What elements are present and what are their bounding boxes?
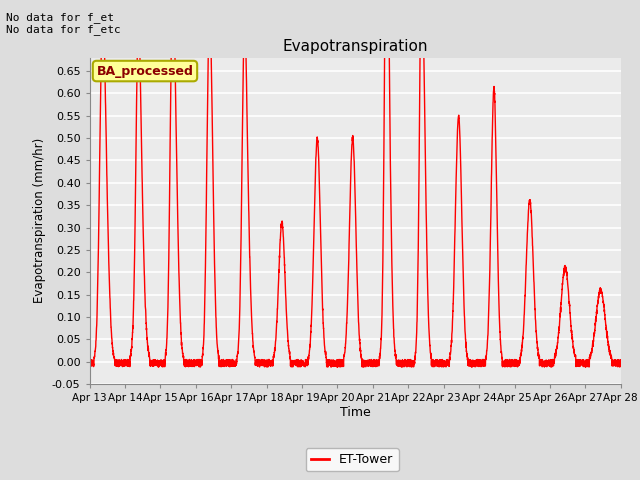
Title: Evapotranspiration: Evapotranspiration: [282, 39, 428, 54]
Y-axis label: Evapotranspiration (mm/hr): Evapotranspiration (mm/hr): [33, 138, 46, 303]
Text: BA_processed: BA_processed: [97, 64, 193, 78]
X-axis label: Time: Time: [340, 406, 371, 419]
Text: No data for f_et
No data for f_etc: No data for f_et No data for f_etc: [6, 12, 121, 36]
Legend: ET-Tower: ET-Tower: [305, 448, 399, 471]
